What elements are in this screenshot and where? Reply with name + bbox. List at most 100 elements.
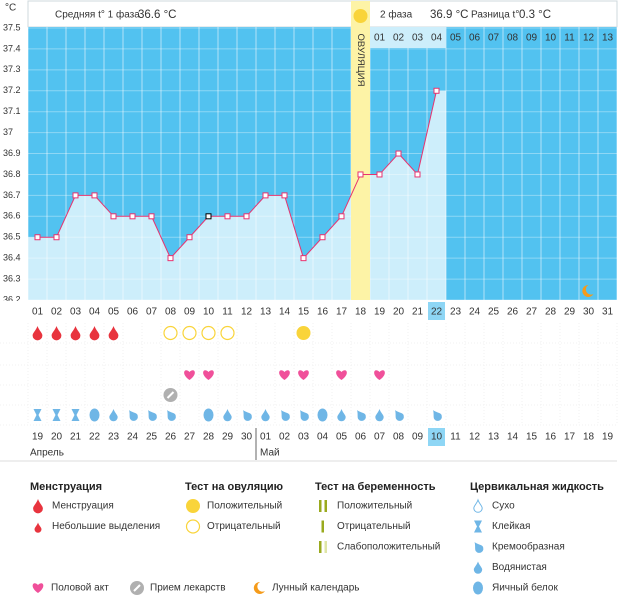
phase1-value: 36.6 °C bbox=[138, 9, 176, 21]
x-tick-label: 05 bbox=[108, 307, 120, 318]
area-edge bbox=[28, 237, 38, 300]
legend-icon bbox=[474, 520, 482, 533]
temperature-point bbox=[224, 213, 231, 220]
legend-icon bbox=[473, 561, 483, 574]
luteal-cell bbox=[389, 27, 408, 48]
creamy-icon bbox=[433, 410, 442, 421]
temperature-point bbox=[34, 234, 41, 241]
negative-icon bbox=[201, 325, 216, 341]
creamy-icon bbox=[281, 410, 290, 421]
legend-label: Сухо bbox=[492, 501, 515, 512]
phase1-label: Средняя t° 1 фаза bbox=[55, 9, 140, 21]
temperature-point bbox=[338, 213, 345, 220]
date-label: 17 bbox=[564, 432, 576, 443]
date-label: 23 bbox=[108, 432, 120, 443]
legend-icon bbox=[34, 522, 42, 533]
x-tick-label: 21 bbox=[412, 307, 424, 318]
month-label: Май bbox=[260, 448, 280, 459]
x-tick-label: 13 bbox=[260, 307, 272, 318]
temperature-point bbox=[148, 213, 155, 220]
legend-label: Яичный белок bbox=[492, 582, 558, 594]
legend-label: Водянистая bbox=[492, 562, 547, 573]
egg-icon bbox=[317, 408, 328, 422]
legend-label: Лунный календарь bbox=[272, 583, 360, 594]
x-tick-label: 19 bbox=[374, 307, 386, 318]
date-label: 30 bbox=[241, 432, 253, 443]
luteal-day: 02 bbox=[393, 33, 405, 44]
date-label: 14 bbox=[507, 432, 519, 443]
luteal-day: 05 bbox=[450, 33, 462, 44]
creamy-icon bbox=[357, 410, 366, 421]
date-label: 10 bbox=[431, 432, 443, 443]
legend-icon-b bbox=[324, 541, 327, 553]
x-tick-label: 08 bbox=[165, 307, 177, 318]
x-tick-label: 30 bbox=[583, 307, 595, 318]
legend-title: Тест на беременность bbox=[315, 481, 436, 493]
y-tick-label: 36.2 bbox=[3, 294, 21, 304]
temperature-point bbox=[72, 192, 79, 199]
temperature-point bbox=[281, 192, 288, 199]
x-tick-label: 31 bbox=[602, 307, 614, 318]
sticky-icon bbox=[52, 409, 61, 421]
y-tick-label: 36.4 bbox=[3, 253, 21, 263]
negative-icon bbox=[182, 325, 197, 341]
x-tick-label: 29 bbox=[564, 307, 576, 318]
luteal-day: 08 bbox=[507, 33, 519, 44]
y-tick-label: 36.7 bbox=[3, 190, 21, 200]
legend-icon bbox=[253, 581, 265, 594]
ovulation-label: ОВУЛЯЦИЯ bbox=[355, 34, 366, 87]
x-tick-label: 24 bbox=[469, 307, 481, 318]
x-tick-label: 04 bbox=[89, 307, 101, 318]
area-edge bbox=[436, 90, 446, 301]
luteal-day: 09 bbox=[526, 33, 538, 44]
creamy-icon bbox=[300, 410, 309, 421]
heavy-icon bbox=[32, 326, 43, 341]
today-cell bbox=[428, 302, 445, 320]
x-tick-label: 10 bbox=[203, 307, 215, 318]
legend-icon bbox=[33, 499, 43, 514]
legend-icon bbox=[319, 541, 322, 553]
date-label: 16 bbox=[545, 432, 557, 443]
phase2-label: 2 фаза bbox=[380, 9, 413, 21]
ovulation-column bbox=[351, 1, 370, 300]
creamy-icon bbox=[243, 410, 252, 421]
luteal-day: 11 bbox=[564, 33, 575, 44]
month-label: Апрель bbox=[30, 448, 64, 459]
date-label: 19 bbox=[602, 432, 614, 443]
diff-label: Разница t° bbox=[471, 10, 519, 21]
legend-label: Кремообразная bbox=[492, 541, 565, 553]
watery-icon bbox=[375, 409, 384, 422]
temperature-point bbox=[110, 213, 117, 220]
legend-icon bbox=[473, 581, 483, 595]
watery-icon bbox=[109, 409, 118, 422]
date-label: 02 bbox=[279, 432, 291, 443]
x-tick-label: 11 bbox=[222, 307, 233, 318]
x-tick-label: 18 bbox=[355, 307, 367, 318]
heart-icon bbox=[374, 370, 385, 380]
heart-icon bbox=[298, 370, 309, 380]
temperature-point bbox=[186, 234, 193, 241]
x-tick-label: 12 bbox=[241, 307, 253, 318]
creamy-icon bbox=[167, 410, 176, 421]
x-tick-label: 17 bbox=[336, 307, 348, 318]
temperature-point bbox=[129, 213, 136, 220]
y-tick-label: 36.6 bbox=[3, 211, 21, 221]
temperature-point bbox=[262, 192, 269, 199]
luteal-day: 12 bbox=[583, 33, 595, 44]
y-tick-label: 36.8 bbox=[3, 169, 21, 179]
x-tick-label: 28 bbox=[545, 307, 557, 318]
legend-icon bbox=[321, 520, 324, 533]
legend-title: Цервикальная жидкость bbox=[470, 481, 604, 493]
y-tick-label: 37.2 bbox=[3, 85, 21, 95]
y-tick-label: 37 bbox=[3, 127, 13, 137]
pill-icon-stripe bbox=[166, 391, 175, 399]
heart-icon bbox=[184, 370, 195, 380]
luteal-day: 06 bbox=[469, 33, 481, 44]
x-tick-label: 15 bbox=[298, 307, 310, 318]
date-label: 04 bbox=[317, 432, 329, 443]
x-tick-label: 27 bbox=[526, 307, 538, 318]
date-label: 03 bbox=[298, 432, 310, 443]
date-label: 08 bbox=[393, 432, 405, 443]
date-label: 24 bbox=[127, 432, 139, 443]
luteal-day: 03 bbox=[412, 33, 424, 44]
